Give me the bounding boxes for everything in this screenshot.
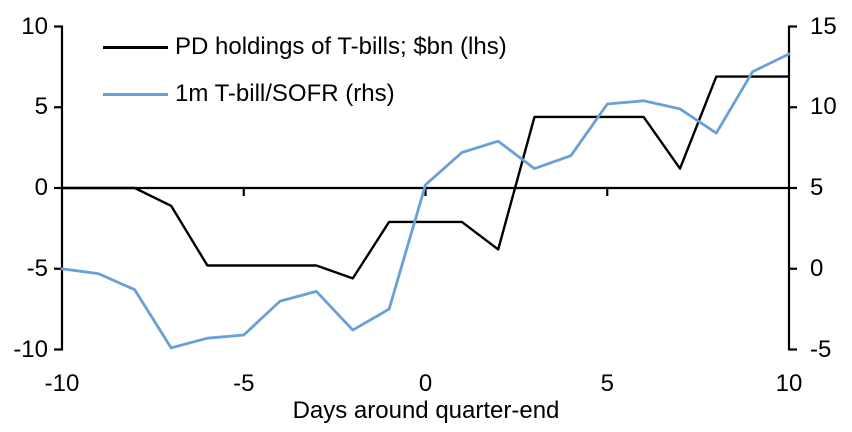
series-line-tbill-sofr (60, 52, 791, 350)
series-line-pd-holdings (60, 75, 791, 280)
legend-item-pd-holdings: PD holdings of T-bills; $bn (lhs) (103, 33, 507, 61)
legend-label: PD holdings of T-bills; $bn (lhs) (175, 33, 507, 60)
legend-item-tbill-sofr: 1m T-bill/SOFR (rhs) (103, 80, 395, 108)
y-left-tick-label: -10 (13, 335, 48, 363)
x-tick-label: 10 (775, 370, 803, 397)
y-right-tick-label: 0 (810, 254, 824, 282)
x-tick-label: 5 (600, 370, 614, 397)
x-axis-title: Days around quarter-end (292, 397, 560, 424)
y-right-tick-label: 5 (810, 174, 824, 201)
legend-label: 1m T-bill/SOFR (rhs) (175, 80, 395, 107)
y-left-tick-label: 0 (34, 174, 48, 201)
y-right-tick-label: -5 (810, 335, 832, 363)
x-tick-label: 0 (418, 370, 433, 397)
legend-line-sample-blue (103, 92, 168, 96)
x-tick-label: -5 (233, 370, 255, 397)
x-tick-label: -10 (44, 370, 80, 397)
y-right-tick-label: 15 (810, 12, 837, 40)
y-left-tick-label: -5 (26, 254, 48, 282)
y-left-tick-label: 5 (34, 93, 48, 121)
legend-line-sample-black (103, 45, 168, 49)
y-left-tick-label: 10 (21, 12, 48, 40)
y-right-tick-label: 10 (810, 93, 837, 121)
